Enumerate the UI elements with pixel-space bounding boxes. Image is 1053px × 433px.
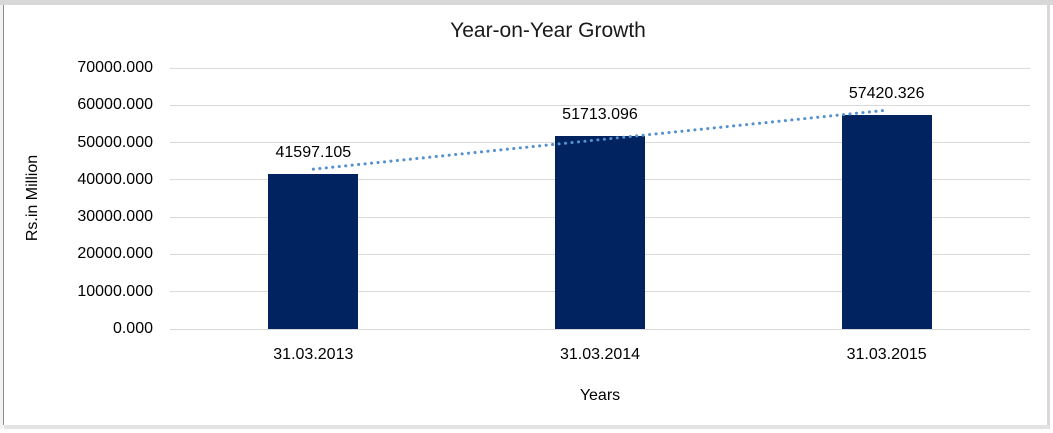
data-label: 41597.105: [275, 143, 352, 161]
y-tick-label: 50000.000: [77, 133, 153, 151]
y-tick-label: 20000.000: [77, 245, 153, 263]
data-label: 57420.326: [848, 84, 925, 102]
border-right: [1047, 5, 1050, 429]
border-left-accent: [3, 5, 4, 425]
bar: [841, 114, 932, 329]
y-tick-label: 30000.000: [77, 208, 153, 226]
y-tick-label: 10000.000: [77, 282, 153, 300]
gridline: [170, 104, 1030, 106]
y-tick-label: 40000.000: [77, 170, 153, 188]
category-label: 31.03.2014: [559, 346, 641, 363]
category-label: 31.03.2015: [846, 346, 927, 363]
x-axis-title: Years: [579, 387, 621, 404]
data-label: 51713.096: [562, 106, 638, 124]
gridline: [170, 328, 1030, 330]
y-tick-label: 60000.000: [77, 96, 153, 114]
gridline: [170, 67, 1030, 69]
category-label: 31.03.2013: [273, 346, 354, 363]
y-tick-label: 70000.000: [77, 59, 153, 76]
border-bottom: [4, 425, 1049, 429]
y-tick-label: 0.000: [112, 320, 153, 337]
bar: [268, 173, 359, 329]
bar: [555, 136, 645, 329]
border-left: [0, 5, 3, 429]
chart-title: Year-on-Year Growth: [450, 19, 646, 42]
border-top: [0, 0, 1053, 5]
